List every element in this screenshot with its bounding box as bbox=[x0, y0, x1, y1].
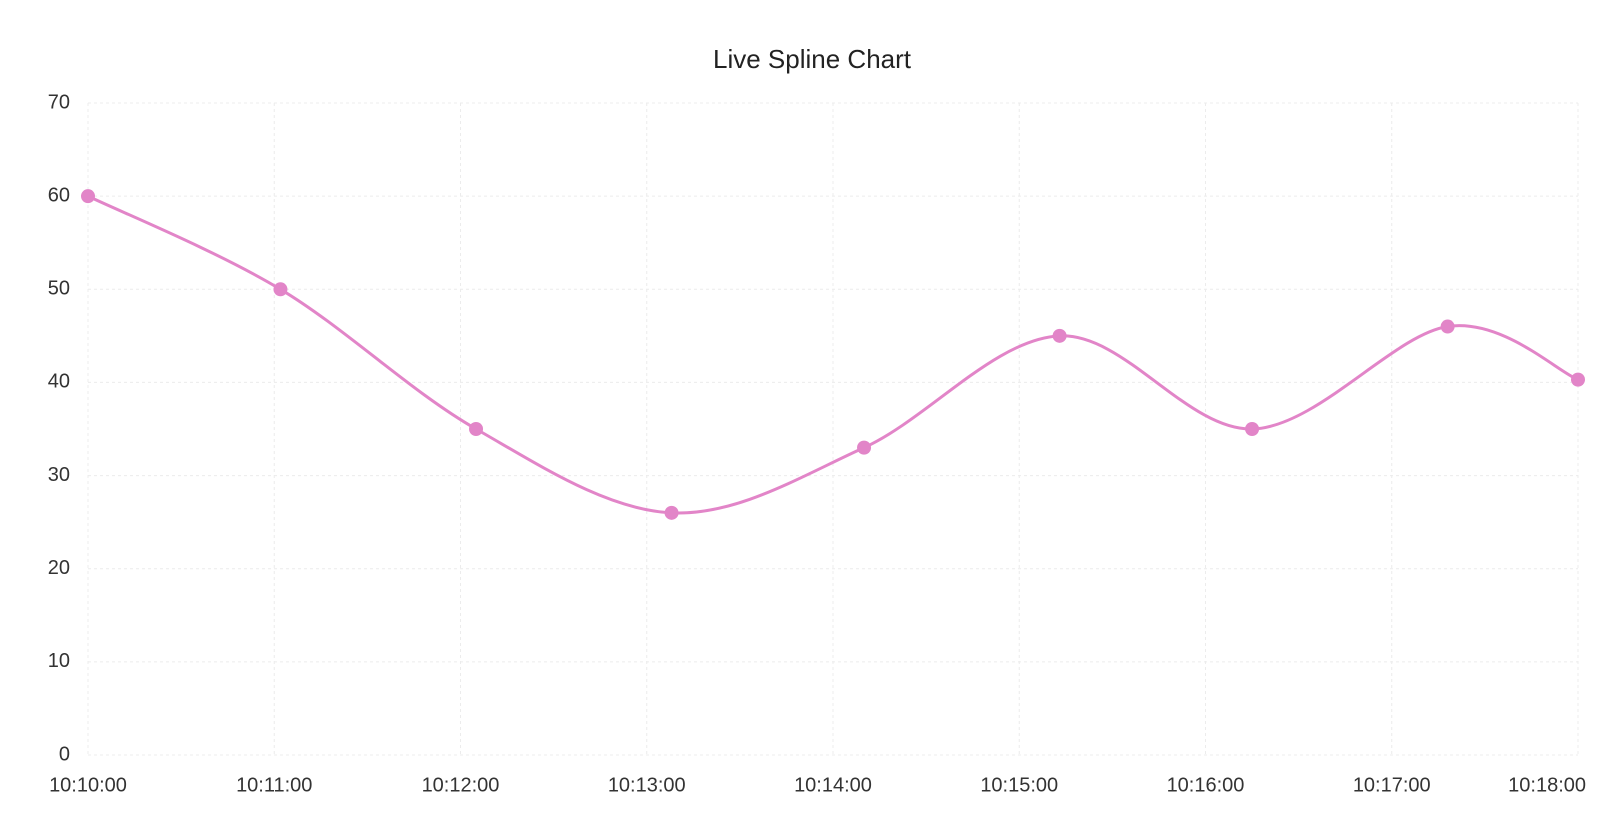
y-tick-label: 40 bbox=[48, 371, 70, 393]
point bbox=[81, 189, 95, 204]
point bbox=[469, 422, 484, 436]
point bbox=[857, 440, 872, 455]
point bbox=[1440, 319, 1455, 334]
x-tick-label: 10:15:00 bbox=[980, 774, 1058, 796]
y-tick-label: 30 bbox=[48, 464, 70, 486]
y-tick-label: 70 bbox=[48, 91, 70, 113]
point bbox=[1245, 422, 1260, 436]
x-tick-label: 10:11:00 bbox=[236, 774, 312, 796]
x-tick-label: 10:17:00 bbox=[1353, 774, 1431, 796]
x-tick-label: 10:18:00 bbox=[1508, 774, 1586, 796]
point bbox=[664, 505, 679, 520]
point bbox=[1571, 372, 1585, 387]
y-tick-label: 50 bbox=[48, 278, 70, 300]
x-tick-label: 10:12:00 bbox=[422, 774, 500, 796]
x-tick-label: 10:13:00 bbox=[608, 774, 686, 796]
y-tick-label: 10 bbox=[48, 650, 70, 672]
x-tick-label: 10:10:00 bbox=[49, 774, 127, 796]
y-tick-label: 0 bbox=[59, 743, 70, 765]
point bbox=[273, 282, 288, 297]
x-tick-label: 10:16:00 bbox=[1167, 774, 1245, 796]
x-tick-label: 10:14:00 bbox=[794, 774, 872, 796]
y-tick-label: 20 bbox=[48, 557, 70, 579]
y-tick-label: 60 bbox=[48, 184, 70, 206]
point bbox=[1052, 328, 1067, 343]
chart-title: Live Spline Chart bbox=[713, 44, 912, 74]
